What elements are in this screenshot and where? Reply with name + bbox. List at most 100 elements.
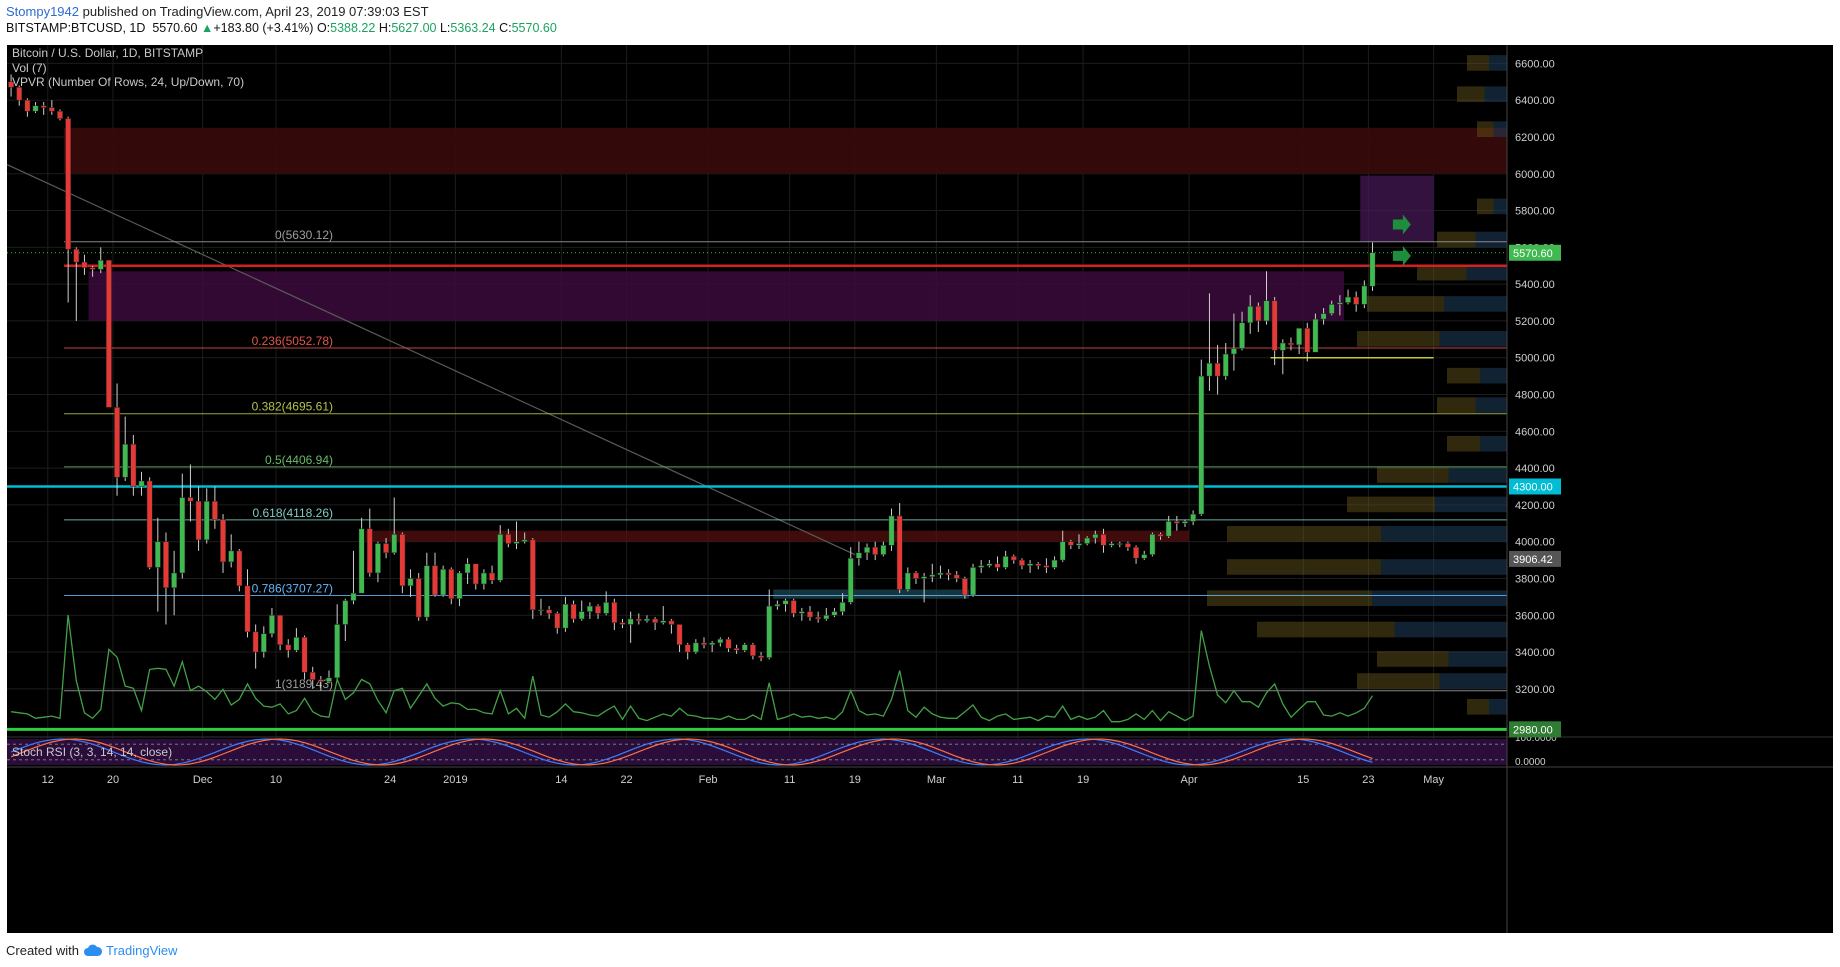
legend-vpvr: VPVR (Number Of Rows, 24, Up/Down, 70)	[12, 75, 245, 89]
candle-body	[448, 569, 455, 599]
candle-body	[97, 259, 104, 270]
candle-body	[1255, 305, 1262, 322]
volume-profile-bar	[1477, 121, 1494, 137]
author-link[interactable]: Stompy1942	[6, 4, 79, 19]
close-value: 5570.60	[511, 21, 557, 35]
candle-body	[1067, 541, 1074, 546]
candle-body	[40, 105, 47, 108]
candle-body	[1035, 563, 1042, 566]
volume-profile-bar	[1444, 296, 1507, 312]
candle-body	[171, 572, 178, 588]
candle-body	[627, 618, 634, 625]
last-price: 5570.60	[152, 21, 198, 35]
y-axis-tick-label: 5200.00	[1515, 316, 1555, 328]
candle-body	[122, 443, 129, 478]
candle-body	[375, 543, 381, 574]
legend-title: Bitcoin / U.S. Dollar, 1D, BITSTAMP	[12, 46, 204, 60]
candle-body	[725, 638, 732, 649]
candle-body	[154, 541, 161, 568]
x-axis-tick-label: 20	[107, 774, 119, 786]
volume-profile-bar	[1493, 121, 1507, 137]
candle-body	[244, 585, 251, 633]
stoch-rsi-panel	[7, 739, 1507, 765]
price-chart[interactable]: 0(5630.12) 0.236(5052.78) 0.382(4695.61) 0.…	[6, 45, 1833, 933]
candle-body	[8, 81, 14, 88]
candle-body	[766, 605, 773, 658]
candle-body	[481, 572, 487, 585]
brand-label: TradingView	[105, 943, 178, 958]
volume-profile-bar	[1347, 496, 1435, 513]
stoch-axis-tick-label: 0.0000	[1515, 757, 1546, 768]
candle-body	[986, 563, 993, 566]
candle-body	[472, 563, 479, 585]
candle-body	[203, 500, 210, 541]
candle-body	[16, 87, 23, 101]
tradingview-logo[interactable]: TradingView	[83, 943, 178, 958]
volume-profile-bar	[1357, 331, 1440, 347]
candle-body	[195, 500, 202, 541]
candle-body	[1328, 304, 1335, 314]
candle-body	[260, 633, 267, 653]
y-axis-tick-label: 4600.00	[1515, 426, 1555, 438]
candle-body	[668, 620, 675, 625]
supply-zone	[88, 271, 1344, 321]
volume-profile-bar	[1435, 496, 1507, 513]
candle-body	[945, 572, 952, 576]
close-label: C:	[499, 21, 512, 35]
candle-body	[1206, 362, 1213, 377]
x-axis-tick-label: 19	[849, 774, 861, 786]
x-axis-tick-label: Apr	[1181, 774, 1198, 786]
candle-body	[684, 644, 691, 653]
candle-body	[937, 572, 944, 576]
y-axis-tick-label: 4000.00	[1515, 537, 1555, 549]
candle-body	[383, 543, 389, 553]
candle-body	[554, 613, 561, 629]
candle-body	[921, 576, 928, 579]
candle-body	[1173, 521, 1180, 524]
candle-body	[1353, 296, 1360, 305]
candle-body	[807, 611, 813, 618]
candle-body	[603, 602, 610, 614]
volume-profile-bar	[1207, 590, 1372, 607]
candle-body	[163, 541, 169, 588]
y-axis-tick-label: 4200.00	[1515, 500, 1555, 512]
volume-profile-bar	[1377, 651, 1449, 667]
volume-profile-bar	[1475, 397, 1507, 413]
candle-body	[856, 552, 862, 559]
candle-body	[440, 569, 447, 596]
candle-body	[432, 565, 438, 596]
volume-profile-bar	[1448, 651, 1507, 667]
candle-body	[301, 637, 308, 673]
price-tag	[1509, 550, 1561, 567]
price-tag	[1509, 478, 1561, 495]
candle-body	[334, 624, 341, 679]
y-axis-tick-label: 3400.00	[1515, 647, 1555, 659]
x-axis-tick-label: 10	[270, 774, 282, 786]
low-label: L:	[439, 21, 451, 35]
candle-body	[815, 616, 822, 620]
x-axis-tick-label: 19	[1077, 774, 1089, 786]
y-axis-tick-label: 5400.00	[1515, 279, 1555, 291]
fib-level-label: 0.236(5052.78)	[252, 334, 333, 348]
candle-body	[1239, 322, 1245, 349]
x-axis-tick-label: 23	[1362, 774, 1374, 786]
chart-area[interactable]: 0(5630.12) 0.236(5052.78) 0.382(4695.61) 0.…	[6, 45, 1833, 933]
candle-body	[953, 574, 960, 579]
volume-profile-bar	[1457, 86, 1485, 103]
price-tag	[1509, 244, 1561, 261]
candle-body	[929, 574, 936, 577]
candle-body	[1092, 534, 1099, 539]
candle-body	[1279, 342, 1286, 351]
candle-body	[1108, 543, 1115, 546]
candle-body	[994, 563, 1001, 568]
candle-body	[619, 622, 626, 625]
candle-body	[1116, 543, 1123, 545]
candle-body	[1100, 534, 1107, 546]
candle-body	[872, 546, 879, 555]
candle-body	[1263, 300, 1270, 322]
candle-body	[586, 605, 593, 612]
y-axis-tick-label: 3600.00	[1515, 610, 1555, 622]
candle-body	[709, 642, 716, 645]
y-axis-tick-label: 4400.00	[1515, 463, 1555, 475]
candle-body	[1133, 546, 1139, 559]
